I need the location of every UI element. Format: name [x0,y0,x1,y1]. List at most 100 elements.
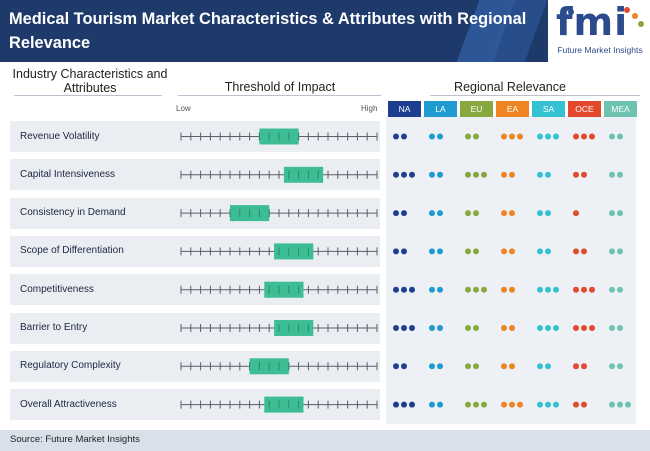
region-header-oce: OCE [568,101,601,117]
region-header-ea: EA [496,101,529,117]
relevance-dot-oce [581,133,587,140]
relevance-dot-la [429,363,435,370]
relevance-dot-la [437,363,443,370]
relevance-dot-na [393,401,399,408]
relevance-dot-mea [617,401,623,408]
region-header-sa: SA [532,101,565,117]
header-banner: Medical Tourism Market Characteristics &… [0,0,650,62]
relevance-dot-oce [573,363,579,370]
relevance-dot-sa [545,325,551,331]
relevance-dot-oce [573,286,579,293]
relevance-dot-na [401,133,407,140]
relevance-dot-ea [517,133,523,140]
impact-range-box [264,396,304,413]
relevance-dot-na [393,325,399,331]
relevance-dot-eu [481,286,487,293]
logo-dot [638,21,644,27]
relevance-dot-eu [473,325,479,331]
relevance-dot-ea [501,171,507,178]
relevance-dot-mea [609,401,615,408]
footer-bar [0,430,650,451]
relevance-dot-sa [553,286,559,293]
relevance-dot-sa [545,171,551,178]
relevance-dot-la [429,286,435,293]
relevance-dot-ea [517,401,523,408]
relevance-dot-na [409,325,415,331]
relevance-dot-sa [553,401,559,408]
logo: fmi Future Market Insights [548,0,650,62]
relevance-dot-mea [617,171,623,178]
axis-low-label: Low [176,104,191,113]
impact-header-underline [178,95,381,96]
impact-range-box [264,281,304,298]
relevance-dot-na [393,363,399,370]
logo-subtitle: Future Market Insights [557,45,643,55]
relevance-dot-ea [501,210,507,217]
relevance-dot-na [409,171,415,178]
relevance-dot-sa [537,248,543,255]
relevance-dot-eu [473,133,479,140]
relevance-dot-ea [509,248,515,255]
relevance-dot-oce [589,286,595,293]
relevance-dot-na [401,325,407,331]
relevance-dot-eu [465,210,471,217]
relevance-dot-sa [545,210,551,217]
relevance-dot-na [409,401,415,408]
relevance-dot-na [393,286,399,293]
relevance-dot-mea [609,133,615,140]
relevance-dot-oce [573,133,579,140]
relevance-dot-ea [509,210,515,217]
row-label: Barrier to Entry [20,322,88,333]
relevance-dot-la [429,133,435,140]
logo-text: fmi [556,0,629,44]
relevance-dot-la [429,210,435,217]
relevance-dot-mea [617,210,623,217]
relevance-dot-oce [581,363,587,370]
attributes-header-underline [14,95,162,96]
relevance-dot-sa [553,133,559,140]
relevance-dot-la [429,401,435,408]
logo-dot [632,13,638,19]
relevance-dot-na [401,171,407,178]
relevance-dot-eu [473,401,479,408]
relevance-dot-ea [509,363,515,370]
relevance-dot-mea [617,363,623,370]
relevance-dot-na [393,210,399,217]
relevance-dot-oce [581,286,587,293]
relevance-dot-eu [465,248,471,255]
relevance-dot-ea [501,401,507,408]
relevance-dot-la [437,325,443,331]
relevance-dot-mea [617,286,623,293]
region-header-mea: MEA [604,101,637,117]
regional-panel [386,116,636,424]
source-note: Source: Future Market Insights [10,434,140,445]
row-label: Regulatory Complexity [20,360,121,372]
relevance-dot-na [393,171,399,178]
relevance-dot-na [393,133,399,140]
page-title: Medical Tourism Market Characteristics &… [9,10,527,52]
relevance-dot-na [401,401,407,408]
relevance-dot-mea [617,248,623,255]
relevance-dot-ea [501,363,507,370]
relevance-dot-eu [473,286,479,293]
relevance-dot-sa [545,133,551,140]
attributes-header: Industry Characteristics and Attributes [12,67,168,95]
impact-range-box [274,243,314,260]
relevance-dot-oce [589,325,595,331]
relevance-dot-na [393,248,399,255]
relevance-dot-eu [465,363,471,370]
relevance-dot-eu [473,171,479,178]
logo-dot [568,9,574,15]
relevance-dot-la [437,171,443,178]
relevance-dot-eu [465,401,471,408]
relevance-dot-oce [581,248,587,255]
row-label: Overall Attractiveness [20,398,117,410]
relevance-dot-la [437,210,443,217]
relevance-dot-ea [501,325,507,331]
relevance-dot-mea [609,363,615,370]
relevance-dot-la [429,325,435,331]
relevance-dot-na [401,210,407,217]
region-header-na: NA [388,101,421,117]
relevance-dot-eu [473,363,479,370]
